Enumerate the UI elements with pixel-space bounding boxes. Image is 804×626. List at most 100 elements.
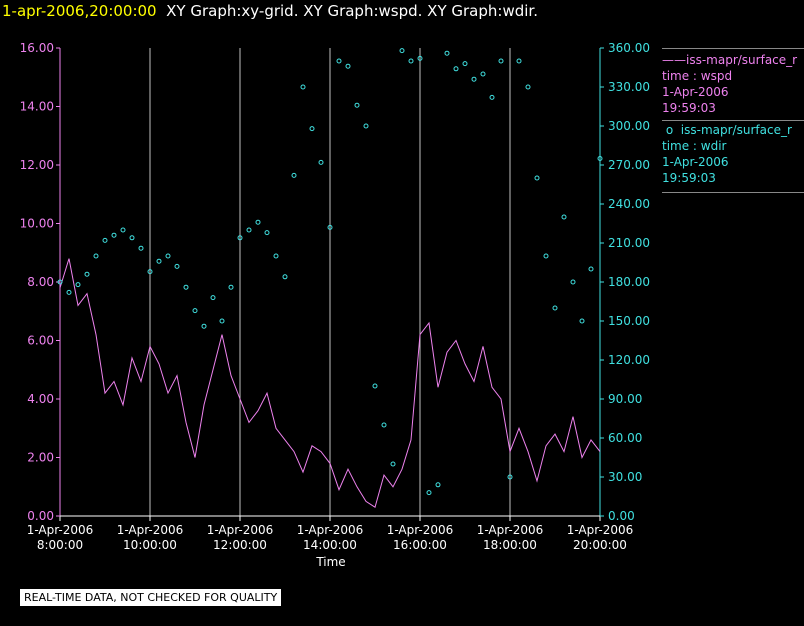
- wspd-line: [59, 258, 601, 508]
- legend-wspd-source: iss-mapr/surface_r: [686, 53, 798, 67]
- wdir-point: [435, 482, 441, 488]
- wdir-point: [426, 490, 432, 496]
- x-tick-label-date: 1-Apr-2006: [27, 523, 94, 537]
- left-tick-label: 8.00: [27, 275, 54, 289]
- title-timestamp: 1-apr-2006,20:00:00: [2, 2, 157, 20]
- wdir-point: [174, 263, 180, 269]
- wdir-point: [363, 123, 369, 129]
- right-tick-label: 150.00: [608, 314, 650, 328]
- wdir-point: [354, 102, 360, 108]
- right-tick-label: 60.00: [608, 431, 642, 445]
- x-tick-label-date: 1-Apr-2006: [567, 523, 634, 537]
- wdir-point: [399, 48, 405, 54]
- x-tick-label-date: 1-Apr-2006: [207, 523, 274, 537]
- wdir-point: [300, 84, 306, 90]
- wdir-point: [66, 289, 72, 295]
- legend-divider: [662, 48, 804, 49]
- wdir-point: [489, 94, 495, 100]
- wdir-point: [147, 269, 153, 275]
- wdir-series: [57, 48, 603, 496]
- right-tick-label: 0.00: [608, 509, 635, 523]
- x-tick-label-time: 10:00:00: [123, 538, 177, 552]
- wspd-series: [59, 258, 601, 508]
- legend-wspd-date: 1-Apr-2006: [662, 85, 729, 99]
- wdir-point: [102, 237, 108, 243]
- wdir-point: [525, 84, 531, 90]
- wdir-point: [237, 235, 243, 241]
- wdir-point: [471, 76, 477, 82]
- right-tick-label: 120.00: [608, 353, 650, 367]
- x-tick-label-time: 16:00:00: [393, 538, 447, 552]
- wdir-point: [417, 55, 423, 61]
- left-tick-label: 0.00: [27, 509, 54, 523]
- legend-wdir-time: 19:59:03: [662, 171, 716, 185]
- wdir-point: [57, 279, 63, 285]
- right-tick-label: 360.00: [608, 41, 650, 55]
- legend-wspd[interactable]: ——iss-mapr/surface_r time : wspd 1-Apr-2…: [662, 53, 798, 115]
- wdir-point: [561, 214, 567, 220]
- right-tick-label: 330.00: [608, 80, 650, 94]
- legend-wspd-variable: time : wspd: [662, 69, 733, 83]
- wdir-point: [543, 253, 549, 259]
- x-tick-label-date: 1-Apr-2006: [477, 523, 544, 537]
- left-tick-label: 10.00: [20, 217, 54, 231]
- left-tick-label: 4.00: [27, 392, 54, 406]
- wdir-point: [219, 318, 225, 324]
- left-tick-label: 6.00: [27, 334, 54, 348]
- right-tick-label: 300.00: [608, 119, 650, 133]
- wdir-point: [498, 58, 504, 64]
- wdir-point: [138, 245, 144, 251]
- x-tick-label-date: 1-Apr-2006: [387, 523, 454, 537]
- wdir-point: [165, 253, 171, 259]
- x-tick-label-time: 18:00:00: [483, 538, 537, 552]
- wdir-point: [336, 58, 342, 64]
- wdir-point: [183, 284, 189, 290]
- left-tick-label: 14.00: [20, 100, 54, 114]
- wdir-point: [291, 172, 297, 178]
- legend-divider: [662, 120, 804, 121]
- wdir-point: [156, 258, 162, 264]
- x-axis-label: Time: [315, 555, 345, 569]
- x-tick-label-time: 14:00:00: [303, 538, 357, 552]
- legend-wdir-date: 1-Apr-2006: [662, 155, 729, 169]
- wdir-point: [264, 230, 270, 236]
- wdir-point: [453, 66, 459, 72]
- wdir-point: [381, 422, 387, 428]
- wdir-point: [444, 50, 450, 56]
- wdir-point: [480, 71, 486, 77]
- legend-wdir-variable: time : wdir: [662, 139, 727, 153]
- wdir-point: [273, 253, 279, 259]
- wdir-point: [327, 224, 333, 230]
- wdir-point: [507, 474, 513, 480]
- wdir-point: [120, 227, 126, 233]
- wdir-point: [588, 266, 594, 272]
- x-tick-label-date: 1-Apr-2006: [117, 523, 184, 537]
- wdir-point: [246, 227, 252, 233]
- window-title: 1-apr-2006,20:00:00 XY Graph:xy-grid. XY…: [2, 2, 538, 20]
- wdir-point: [318, 159, 324, 165]
- wdir-point: [597, 156, 603, 161]
- right-tick-label: 30.00: [608, 470, 642, 484]
- legend-wspd-time: 19:59:03: [662, 101, 716, 115]
- wdir-point: [111, 232, 117, 238]
- x-tick-label-time: 8:00:00: [37, 538, 83, 552]
- wdir-point: [192, 308, 198, 314]
- axes: 1-Apr-20068:00:001-Apr-200610:00:001-Apr…: [20, 41, 650, 552]
- wdir-point: [372, 383, 378, 389]
- quality-disclaimer: REAL-TIME DATA, NOT CHECKED FOR QUALITY: [20, 589, 282, 606]
- left-tick-label: 2.00: [27, 451, 54, 465]
- right-tick-label: 270.00: [608, 158, 650, 172]
- legend-wdir[interactable]: o iss-mapr/surface_r time : wdir 1-Apr-2…: [662, 123, 792, 185]
- wdir-point: [75, 282, 81, 288]
- x-tick-label-date: 1-Apr-2006: [297, 523, 364, 537]
- wdir-point: [309, 126, 315, 132]
- left-tick-label: 16.00: [20, 41, 54, 55]
- wdir-point: [345, 63, 351, 69]
- right-tick-label: 210.00: [608, 236, 650, 250]
- x-tick-label-time: 20:00:00: [573, 538, 627, 552]
- wdir-point: [129, 235, 135, 241]
- left-tick-label: 12.00: [20, 158, 54, 172]
- wdir-point: [552, 305, 558, 311]
- wdir-point: [228, 284, 234, 290]
